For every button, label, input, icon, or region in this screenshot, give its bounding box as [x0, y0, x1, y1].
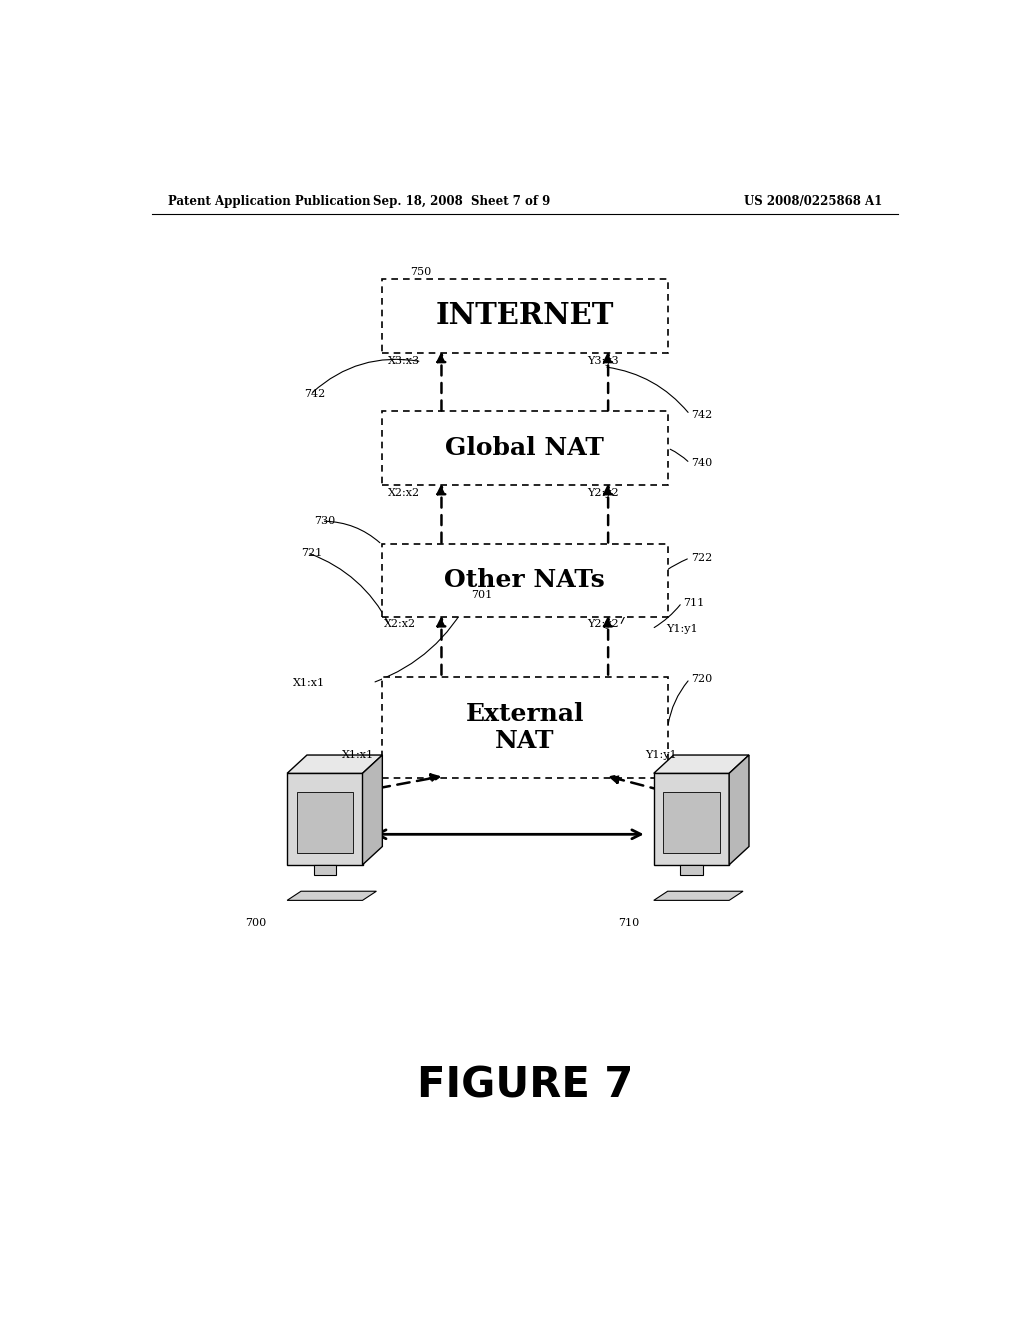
Text: Y2:y2: Y2:y2: [587, 619, 618, 628]
Polygon shape: [287, 774, 362, 865]
Text: External
NAT: External NAT: [466, 702, 584, 754]
Bar: [382, 412, 668, 484]
Bar: [382, 677, 668, 779]
Bar: [382, 544, 668, 616]
Polygon shape: [729, 755, 749, 865]
Text: 710: 710: [618, 917, 640, 928]
Text: X3:x3: X3:x3: [388, 355, 420, 366]
Text: Patent Application Publication: Patent Application Publication: [168, 194, 371, 207]
Text: X1:x1: X1:x1: [342, 750, 375, 760]
Polygon shape: [653, 774, 729, 865]
Bar: [382, 280, 668, 352]
Text: 722: 722: [691, 553, 713, 562]
Text: 730: 730: [314, 516, 336, 527]
Text: FIGURE 7: FIGURE 7: [417, 1064, 633, 1106]
Polygon shape: [313, 865, 336, 875]
Polygon shape: [653, 891, 743, 900]
Text: X2:x2: X2:x2: [388, 488, 420, 498]
Text: Y2:y2: Y2:y2: [587, 488, 618, 498]
Text: X2:x2: X2:x2: [384, 619, 416, 628]
Polygon shape: [362, 755, 382, 865]
Text: 700: 700: [246, 917, 266, 928]
Polygon shape: [287, 755, 382, 774]
Polygon shape: [297, 792, 353, 853]
Text: Other NATs: Other NATs: [444, 568, 605, 593]
Text: Y3:y3: Y3:y3: [587, 355, 618, 366]
Polygon shape: [653, 755, 749, 774]
Text: 740: 740: [691, 458, 713, 469]
Text: Y1:y1: Y1:y1: [645, 750, 677, 760]
Text: 721: 721: [301, 548, 323, 558]
Text: 711: 711: [684, 598, 705, 607]
Text: Global NAT: Global NAT: [445, 436, 604, 461]
Text: Sep. 18, 2008  Sheet 7 of 9: Sep. 18, 2008 Sheet 7 of 9: [373, 194, 550, 207]
Polygon shape: [287, 891, 377, 900]
Text: 750: 750: [410, 267, 431, 277]
Text: 742: 742: [304, 389, 326, 399]
Text: 742: 742: [691, 409, 713, 420]
Text: X1:x1: X1:x1: [293, 678, 325, 688]
Text: Y1:y1: Y1:y1: [666, 624, 697, 634]
Text: 720: 720: [691, 673, 713, 684]
Polygon shape: [680, 865, 702, 875]
Polygon shape: [664, 792, 720, 853]
Text: 701: 701: [471, 590, 493, 601]
Text: INTERNET: INTERNET: [435, 301, 614, 330]
Text: US 2008/0225868 A1: US 2008/0225868 A1: [743, 194, 882, 207]
